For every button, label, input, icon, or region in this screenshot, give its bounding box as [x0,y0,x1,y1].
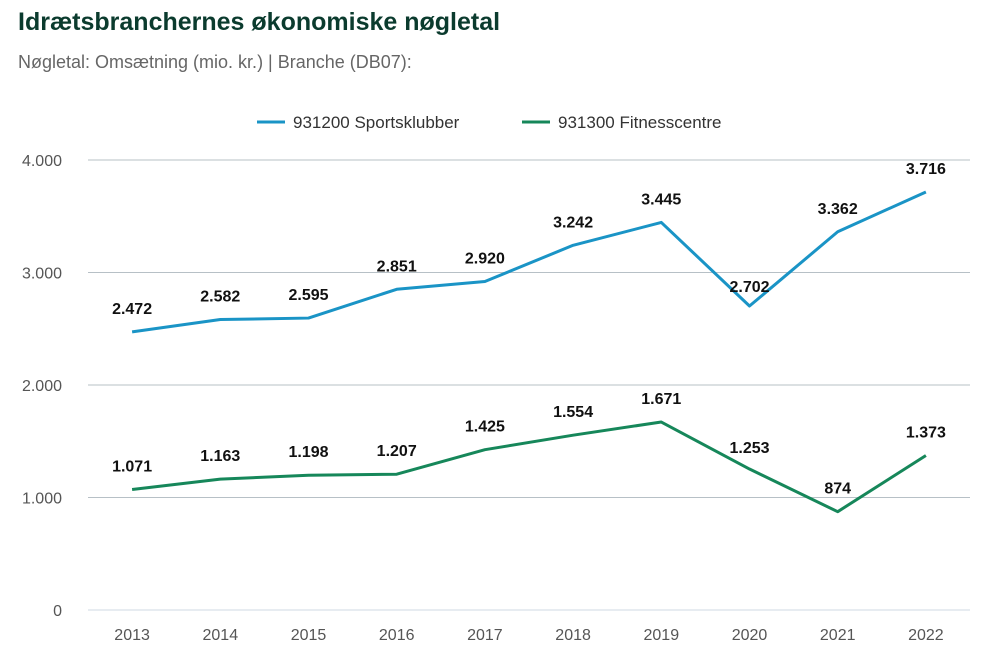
x-tick-label: 2022 [908,627,944,644]
data-label: 3.716 [906,161,946,178]
x-tick-label: 2018 [555,627,591,644]
data-label: 3.362 [818,201,858,218]
grid-lines [88,159,970,611]
y-tick-label: 2.000 [22,378,62,395]
data-label: 1.671 [641,391,681,408]
x-tick-label: 2014 [203,627,239,644]
data-label: 1.373 [906,425,946,442]
x-tick-label: 2016 [379,627,415,644]
data-label: 3.445 [641,191,681,208]
data-labels: 2.472 2.582 2.595 2.851 2.920 3.242 3.445 2.702… [112,161,946,498]
x-tick-label: 2019 [644,627,680,644]
x-tick-label: 2013 [114,627,150,644]
data-label: 2.851 [377,258,417,275]
data-label: 1.163 [200,448,240,465]
chart-title: Idrætsbranchernes økonomiske nøgletal [18,8,501,36]
x-tick-label: 2021 [820,627,856,644]
data-label: 874 [824,481,851,498]
data-label: 2.920 [465,251,505,268]
y-tick-label: 1.000 [22,491,62,508]
y-axis-ticks: 0 1.000 2.000 3.000 4.000 [22,153,62,620]
data-label: 1.198 [288,444,328,461]
legend[interactable]: 931200 Sportsklubber 931300 Fitnesscentre [257,113,722,132]
x-tick-label: 2017 [467,627,503,644]
data-label: 2.702 [729,279,769,296]
y-tick-label: 4.000 [22,153,62,170]
y-tick-label: 0 [53,603,62,620]
data-label: 3.242 [553,214,593,231]
series-lines [131,190,927,514]
data-label: 1.071 [112,459,152,476]
data-label: 1.425 [465,419,505,436]
legend-label[interactable]: 931300 Fitnesscentre [558,113,722,132]
x-tick-label: 2020 [732,627,768,644]
y-tick-label: 3.000 [22,266,62,283]
x-tick-label: 2015 [291,627,327,644]
series-line [131,420,927,514]
series-line [131,190,927,334]
data-label: 2.582 [200,289,240,306]
legend-label[interactable]: 931200 Sportsklubber [293,113,460,132]
data-label: 1.554 [553,404,593,421]
chart-subtitle: Nøgletal: Omsætning (mio. kr.) | Branche… [18,52,412,72]
data-label: 2.595 [288,287,328,304]
data-label: 1.253 [729,440,769,457]
data-label: 1.207 [377,443,417,460]
x-axis-ticks: 2013 2014 2015 2016 2017 2018 2019 2020 2021 2022 [114,627,943,644]
data-label: 2.472 [112,301,152,318]
